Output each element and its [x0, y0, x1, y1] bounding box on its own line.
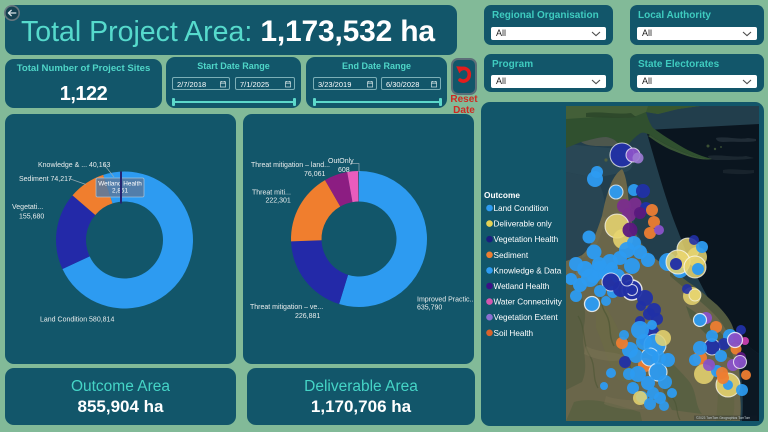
svg-text:Wetland Health: Wetland Health: [494, 282, 550, 291]
svg-text:Deliverable only: Deliverable only: [494, 220, 553, 229]
svg-text:Soil Health: Soil Health: [494, 329, 534, 338]
svg-text:Sediment 74,217: Sediment 74,217: [19, 176, 72, 183]
svg-text:Water Connectivity: Water Connectivity: [494, 298, 563, 307]
svg-text:Threat mitigation – land...: Threat mitigation – land...: [251, 162, 330, 169]
svg-text:OutOnly: OutOnly: [328, 158, 354, 165]
svg-text:Improved Practic...: Improved Practic...: [417, 297, 474, 304]
svg-text:Vegetati...: Vegetati...: [12, 204, 43, 211]
svg-text:Land Condition 580,814: Land Condition 580,814: [40, 317, 114, 324]
svg-text:635,790: 635,790: [417, 305, 442, 312]
svg-text:Knowledge & ... 40,163: Knowledge & ... 40,163: [38, 162, 110, 169]
svg-text:76,061: 76,061: [304, 171, 326, 178]
svg-text:Vegetation Extent: Vegetation Extent: [494, 313, 559, 322]
svg-text:Threat mitigation – ve...: Threat mitigation – ve...: [250, 304, 323, 311]
svg-text:222,301: 222,301: [266, 198, 291, 205]
svg-text:Sediment: Sediment: [494, 251, 529, 260]
svg-text:155,680: 155,680: [19, 214, 44, 221]
svg-text:©2023 TomTom Geographics TomTo: ©2023 TomTom Geographics TomTom: [696, 416, 750, 420]
svg-text:Knowledge & Data: Knowledge & Data: [494, 266, 562, 275]
svg-text:Vegetation Health: Vegetation Health: [494, 235, 559, 244]
svg-text:Threat miti...: Threat miti...: [252, 190, 291, 197]
svg-text:Land Condition: Land Condition: [494, 204, 550, 213]
svg-text:226,881: 226,881: [295, 313, 320, 320]
svg-text:608: 608: [338, 167, 350, 174]
